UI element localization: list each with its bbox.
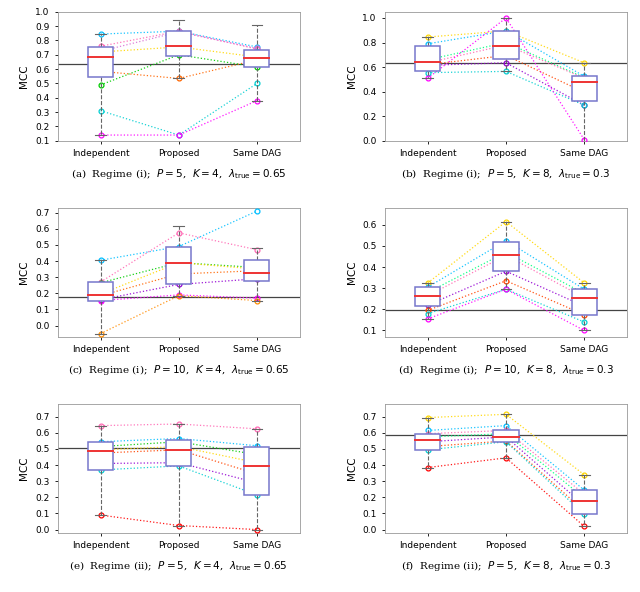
Bar (244, 50, 269, 67)
Bar (166, 246, 191, 284)
Text: (f)  Regime (ii);  $P = 5$,  $K = 8$,  $\lambda_{\mathrm{true}} = 0.3$: (f) Regime (ii); $P = 5$, $K = 8$, $\lam… (401, 559, 611, 574)
Bar (244, 260, 269, 281)
Text: (d)  Regime (i);  $P = 10$,  $K = 8$,  $\lambda_{\mathrm{true}} = 0.3$: (d) Regime (i); $P = 10$, $K = 8$, $\lam… (398, 363, 614, 378)
Text: (e)  Regime (ii);  $P = 5$,  $K = 4$,  $\lambda_{\mathrm{true}} = 0.65$: (e) Regime (ii); $P = 5$, $K = 4$, $\lam… (70, 559, 288, 574)
Bar (572, 289, 596, 314)
Bar (415, 287, 440, 306)
Bar (166, 31, 191, 56)
Bar (415, 46, 440, 72)
Bar (493, 430, 518, 442)
Y-axis label: MCC: MCC (346, 65, 356, 88)
Y-axis label: MCC: MCC (346, 260, 356, 284)
Bar (88, 442, 113, 470)
Bar (572, 490, 596, 514)
Bar (244, 446, 269, 495)
Bar (415, 434, 440, 450)
Text: (b)  Regime (i);  $P = 5$,  $K = 8$,  $\lambda_{\mathrm{true}} = 0.3$: (b) Regime (i); $P = 5$, $K = 8$, $\lamb… (401, 168, 611, 181)
Bar (166, 440, 191, 466)
Y-axis label: MCC: MCC (19, 456, 29, 480)
Y-axis label: MCC: MCC (19, 260, 29, 284)
Text: (a)  Regime (i);  $P = 5$,  $K = 4$,  $\lambda_{\mathrm{true}} = 0.65$: (a) Regime (i); $P = 5$, $K = 4$, $\lamb… (71, 168, 287, 181)
Bar (572, 76, 596, 101)
Bar (88, 282, 113, 301)
Bar (493, 242, 518, 271)
Y-axis label: MCC: MCC (19, 65, 29, 88)
Bar (493, 31, 518, 59)
Bar (88, 47, 113, 77)
Y-axis label: MCC: MCC (346, 456, 356, 480)
Text: (c)  Regime (i);  $P = 10$,  $K = 4$,  $\lambda_{\mathrm{true}} = 0.65$: (c) Regime (i); $P = 10$, $K = 4$, $\lam… (68, 363, 290, 378)
